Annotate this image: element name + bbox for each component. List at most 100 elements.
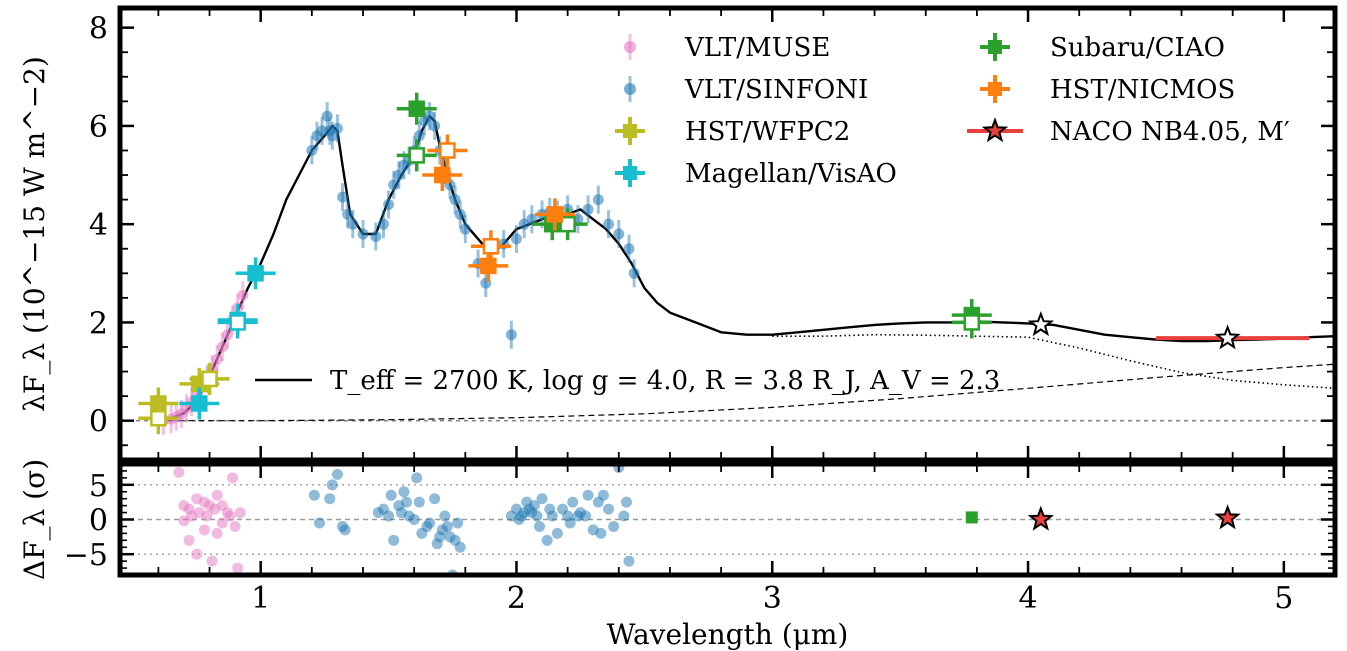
legend-marker [623,124,637,138]
residual-point [1027,505,1055,531]
y-tick-label: −5 [64,538,108,573]
data-point [963,314,981,331]
data-point [370,230,382,242]
residual-point [618,510,630,522]
residual-point [326,479,338,491]
data-point [613,228,625,240]
data-point [321,110,333,122]
y-tick-label: 6 [89,110,108,145]
model-legend-label: T_eff = 2700 K, log g = 4.0, R = 3.8 R_J… [330,366,1000,396]
data-point [1214,324,1241,350]
legend-label: VLT/SINFONI [684,75,868,105]
data-point [439,142,456,159]
data-point [559,215,576,233]
residual-point [339,524,351,536]
residual-point [191,548,203,560]
data-point [592,194,604,206]
y-tick-label: 0 [89,504,108,539]
residual-point [620,496,632,508]
residual-point [227,472,239,484]
residual-point [608,520,620,532]
residual-point [183,534,195,546]
residual-point [595,527,607,539]
residual-point [314,517,326,529]
x-axis-title: Wavelength (μm) [607,618,849,651]
data-point [1027,311,1055,337]
residual-point [441,520,453,532]
data-point [510,233,522,245]
y-tick-label: 2 [89,306,108,341]
residual-point [232,562,244,574]
residual-point [551,527,563,539]
data-point [429,120,441,132]
legend-label: HST/WFPC2 [685,117,850,147]
residual-point [424,517,436,529]
residual-point [206,555,218,567]
residual-point [452,517,464,529]
data-point [408,147,425,164]
legend-marker [981,117,1009,143]
residual-point [541,534,553,546]
y-tick-label: 5 [89,469,108,504]
residual-point [173,466,185,478]
data-point [582,203,594,215]
data-point [424,110,436,122]
x-tick-label: 1 [251,581,270,616]
residual-point [324,493,336,505]
legend-marker [988,40,1002,54]
residual-point [229,520,241,532]
x-tick-label: 4 [1019,581,1038,616]
data-point [331,122,343,134]
y-tick-label: 0 [89,405,108,440]
data-point [526,213,538,225]
x-tick-label: 3 [763,581,782,616]
data-point [434,166,451,184]
residual-point [388,534,400,546]
data-point [623,243,635,255]
residual-point [385,489,397,501]
residual-point [533,520,545,532]
data-point [454,208,466,220]
data-point [216,341,228,353]
data-point [150,409,167,427]
data-point [191,395,208,412]
data-point [221,329,233,341]
data-point [247,265,264,282]
residual-point [597,489,609,501]
data-point [505,329,517,341]
data-point [393,169,405,181]
legend-label: Subaru/CIAO [1050,33,1225,63]
residual-point [216,517,228,529]
residual-point [211,527,223,539]
legend-marker [623,166,637,180]
residual-point [234,507,246,519]
residual-point [531,510,543,522]
legend-label: Magellan/VisAO [685,159,897,189]
residual-point [603,503,615,515]
legend-marker [624,83,636,95]
residual-point [580,510,592,522]
data-point [546,206,564,223]
data-point [480,257,497,275]
legend-marker [988,82,1002,96]
data-point [342,208,354,220]
residual-point [439,510,451,522]
data-point [306,144,318,156]
legend-label: NACO NB4.05, M′ [1050,117,1290,147]
residual-point [211,489,223,501]
data-point [211,353,223,365]
residual-point [398,486,410,498]
photosphere-model-curve [772,333,1335,390]
data-point [377,218,389,230]
data-point [201,370,218,388]
data-point [603,218,615,230]
residual-point [546,510,558,522]
residual-point [224,510,236,522]
residual-point [413,496,425,508]
residual-point [567,496,579,508]
data-point [449,194,461,206]
residual-point [429,493,441,505]
legend-label: VLT/MUSE [684,33,830,63]
residual-point [308,489,320,501]
